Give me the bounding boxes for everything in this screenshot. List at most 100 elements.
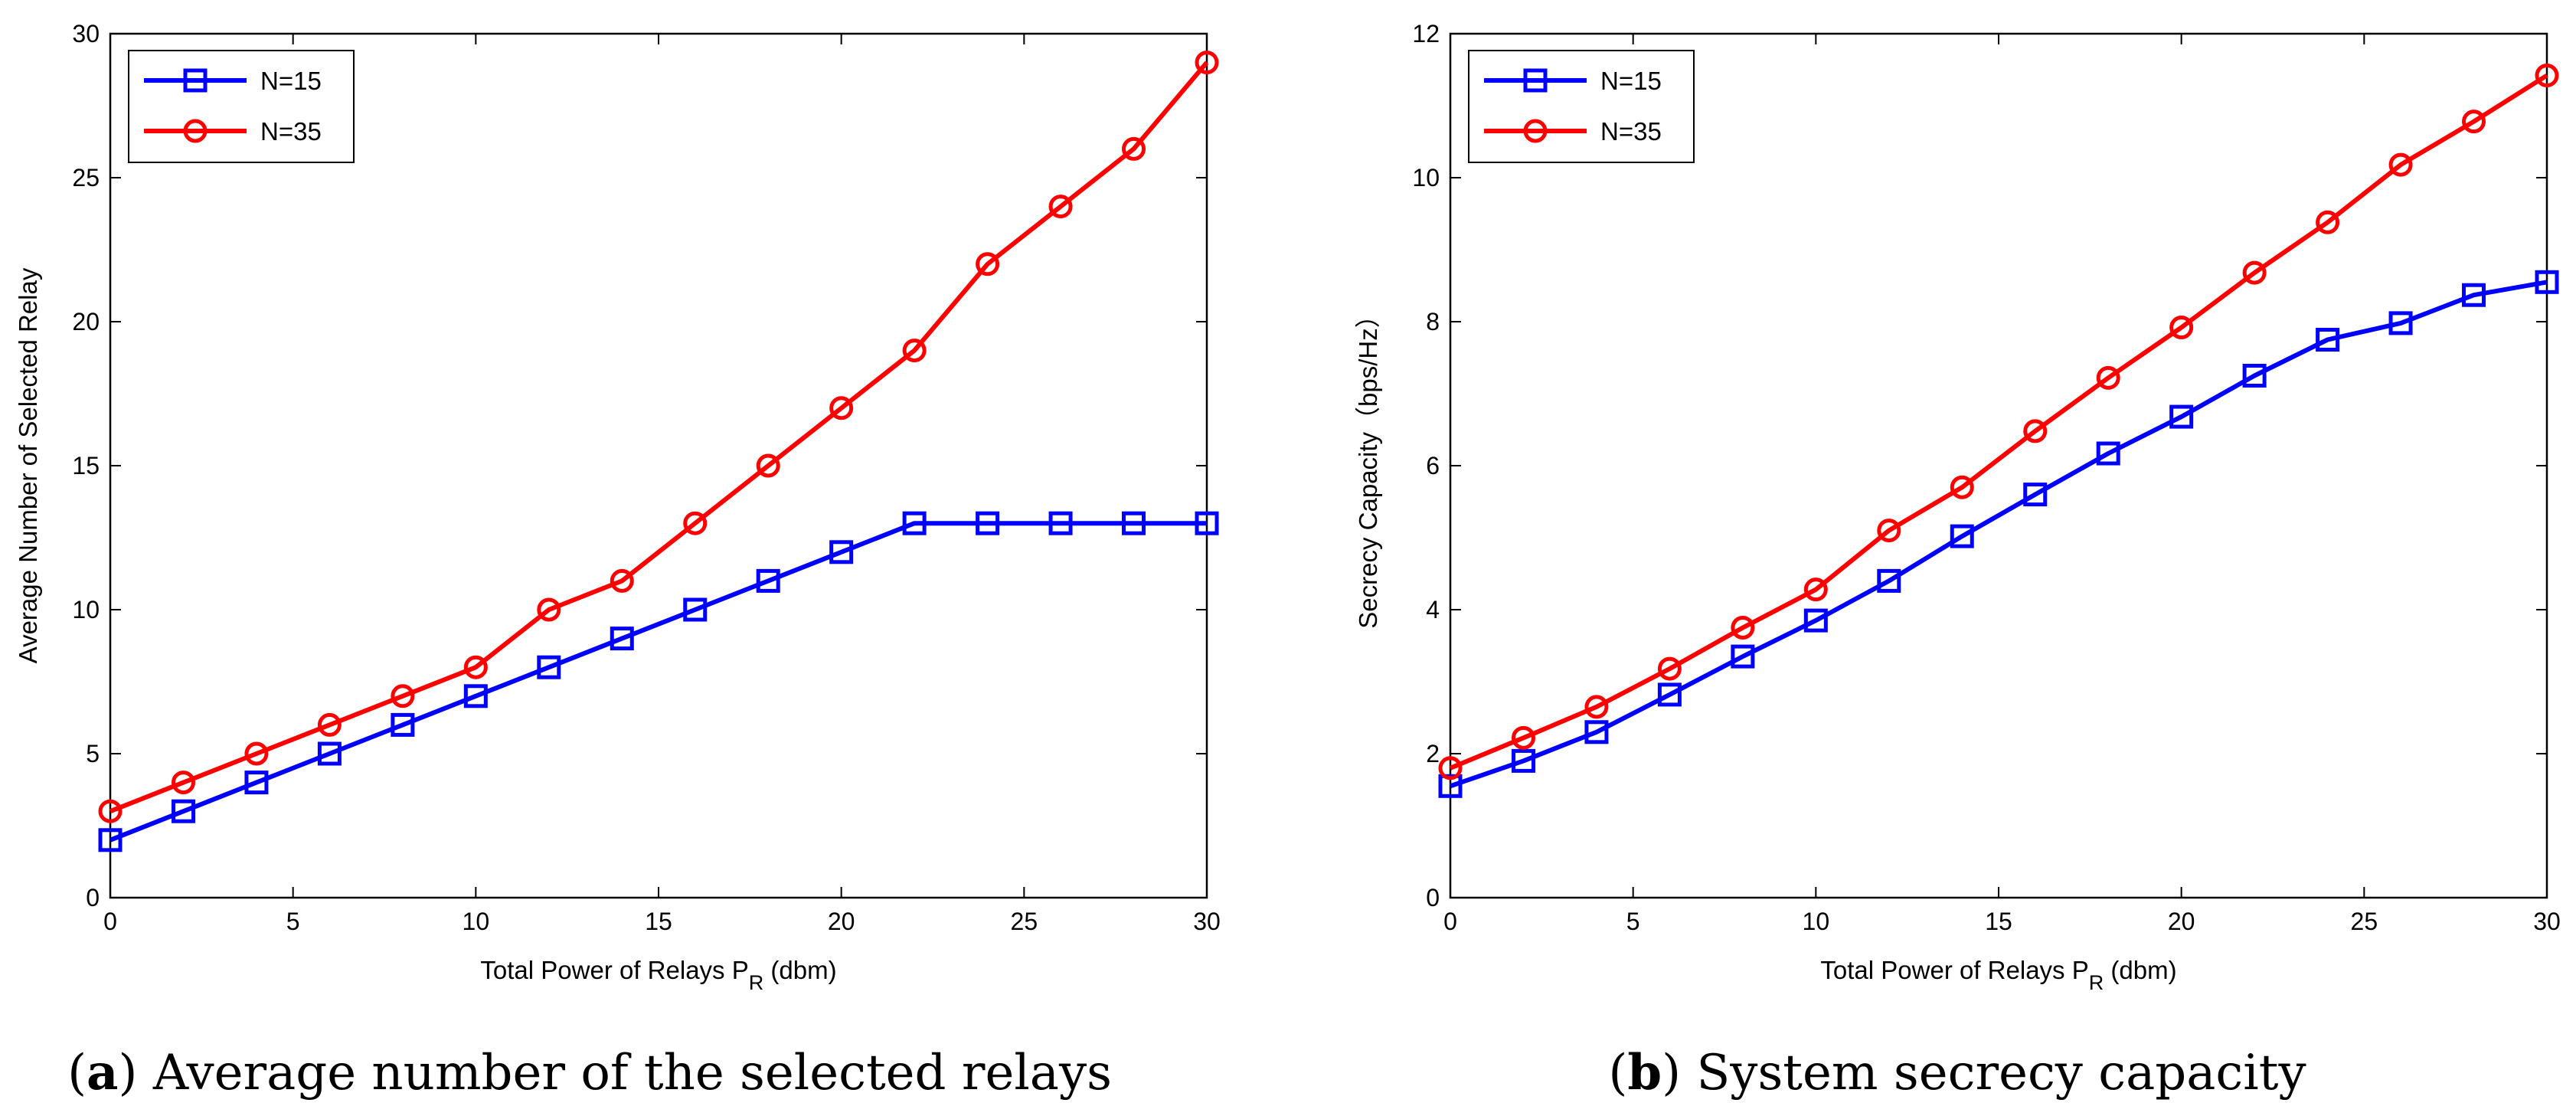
panel-a-xtick-label-30: 30 [1193, 908, 1221, 935]
panel-b-point-n35-28 [2462, 110, 2486, 134]
panel-a-point-n15-24 [976, 511, 1000, 535]
panel-b-point-n15-26 [2388, 311, 2413, 335]
caption-a-paren-open: ( [67, 1045, 87, 1101]
panel-a-xtick-label-5: 5 [286, 908, 300, 935]
panel-a-point-n35-26 [1048, 195, 1073, 219]
caption-a-text: Average number of the selected relays [152, 1045, 1112, 1101]
panel-b-point-n35-10 [1803, 578, 1828, 602]
legend-b-marker-n35 [1523, 119, 1548, 143]
panel-a-ytick-label-0: 0 [86, 884, 100, 911]
panel-b-ytick-label-4: 4 [1426, 596, 1440, 623]
legend-a-marker-n35 [183, 119, 208, 143]
panel-b-point-n35-20 [2169, 316, 2194, 340]
panel-b-line-n35 [1449, 73, 2548, 771]
panel-a-ytick-label-20: 20 [72, 308, 100, 335]
panel-a-ticks: 0 5 10 15 20 25 30 0 5 10 15 20 25 30 [72, 20, 1220, 935]
panel-a-point-n35-4 [244, 741, 269, 766]
panel-b-point-n15-20 [2169, 404, 2194, 429]
panel-b-xtick-label-25: 25 [2351, 908, 2378, 935]
panel-a-point-n35-28 [1122, 136, 1146, 161]
legend-b-label-n15: N=15 [1600, 67, 1662, 95]
panel-b-point-n35-6 [1657, 656, 1682, 681]
panel-b-point-n15-18 [2096, 441, 2120, 466]
panel-b-x-axis-label-main: Total Power of Relays P [1820, 956, 2088, 984]
panel-b-ytick-label-8: 8 [1426, 308, 1440, 335]
panel-b-point-n35-8 [1731, 616, 1755, 640]
panel-a-xtick-label-10: 10 [463, 908, 490, 935]
caption-b-paren-open: ( [1608, 1045, 1627, 1101]
legend-a-marker-n15 [183, 68, 208, 93]
panel-b-point-n35-14 [1950, 475, 1974, 499]
panel-b-y-axis-label: Secrecy Capacity（bps/Hz） [1354, 303, 1382, 628]
panel-a-point-n35-24 [976, 252, 1000, 276]
panel-b-point-n35-18 [2096, 365, 2120, 390]
legend-b-marker-n15 [1523, 68, 1548, 93]
panel-b-point-n15-12 [1877, 568, 1901, 593]
panel-a-point-n15-22 [902, 511, 927, 535]
panel-a-point-n35-8 [391, 684, 415, 708]
panel-a-point-n15-4 [244, 771, 269, 795]
panel-b-xtick-label-5: 5 [1626, 908, 1640, 935]
panel-b-point-n15-10 [1803, 608, 1828, 633]
panel-a-series [98, 51, 1219, 852]
panel-a-ytick-label-15: 15 [72, 452, 100, 479]
panel-b-line-n15 [1450, 280, 2548, 789]
panel-a-point-n35-20 [829, 396, 854, 420]
panel-a-point-n35-10 [463, 655, 488, 679]
panel-a-x-axis-label: Total Power of Relays PR (dbm) [480, 956, 836, 994]
caption-b: (b) System secrecy capacity [1608, 1044, 2306, 1101]
panel-b-ytick-label-0: 0 [1426, 884, 1440, 911]
panel-b-ytick-label-6: 6 [1426, 452, 1440, 479]
panel-b-legend-box [1468, 50, 1695, 163]
panel-b-point-n15-30 [2535, 270, 2559, 294]
panel-b-ticks: 0 5 10 15 20 25 30 0 2 4 6 8 10 12 [1412, 20, 2560, 935]
panel-a-x-axis-label-sub: R [749, 971, 764, 994]
panel-b-xtick-label-20: 20 [2168, 908, 2195, 935]
caption-a: (a) Average number of the selected relay… [67, 1044, 1112, 1101]
panel-a-y-axis-label: Average Number of Selected Relay [14, 267, 42, 663]
panel-b-point-n35-26 [2388, 152, 2413, 177]
panel-b-point-n35-30 [2535, 64, 2559, 88]
panel-b-point-n35-2 [1511, 725, 1535, 750]
legend-b-label-n35: N=35 [1600, 117, 1662, 146]
caption-a-letter: a [87, 1044, 118, 1101]
panel-a-plot-area [109, 32, 1208, 899]
panel-a-ytick-label-10: 10 [72, 596, 100, 623]
panel-b-point-n35-16 [2023, 419, 2048, 443]
panel-b-series [1438, 64, 2559, 798]
panel-a-xtick-label-20: 20 [828, 908, 855, 935]
caption-a-paren-close: ) [119, 1045, 153, 1101]
legend-a-label-n15: N=15 [260, 67, 322, 95]
panel-a-line-n15 [109, 521, 1207, 843]
panel-b-point-n35-0 [1438, 756, 1463, 780]
panel-b-point-n35-12 [1877, 519, 1901, 543]
panel-a-point-n15-26 [1048, 511, 1073, 535]
panel-b-x-axis-label-unit: (dbm) [2104, 956, 2176, 984]
panel-b-point-n35-24 [2316, 210, 2340, 234]
panel-b-plot-area [1449, 32, 2548, 899]
panel-a-xtick-label-25: 25 [1011, 908, 1038, 935]
panel-a-legend-box [128, 50, 355, 163]
panel-a: 0 5 10 15 20 25 30 0 5 10 15 20 25 30 N=15 N=35 Avera… [14, 20, 1221, 1101]
panel-b-xtick-label-10: 10 [1803, 908, 1830, 935]
panel-a-ytick-label-25: 25 [72, 164, 100, 191]
panel-b-point-n35-4 [1584, 695, 1609, 719]
caption-b-paren-close: ) [1662, 1045, 1696, 1101]
legend-a-label-n35: N=35 [260, 117, 322, 146]
panel-a-point-n15-10 [463, 684, 488, 708]
panel-b-point-n15-2 [1511, 748, 1535, 773]
panel-a-ytick-label-30: 30 [72, 20, 100, 47]
panel-a-point-n15-8 [391, 712, 415, 737]
panel-b-ytick-label-2: 2 [1426, 740, 1440, 767]
panel-a-point-n35-16 [683, 511, 708, 535]
panel-b-xtick-label-30: 30 [2533, 908, 2561, 935]
panel-b: 0 5 10 15 20 25 30 0 2 4 6 8 10 12 N=15 N=35 Secrecy … [1354, 20, 2561, 1101]
panel-a-point-n15-14 [610, 627, 634, 651]
panel-b-point-n15-14 [1950, 524, 1974, 548]
panel-a-x-axis-label-unit: (dbm) [763, 956, 836, 984]
panel-b-ytick-label-10: 10 [1412, 164, 1440, 191]
panel-a-xtick-label-0: 0 [103, 908, 117, 935]
panel-b-point-n15-16 [2023, 483, 2048, 507]
panel-b-point-n15-24 [2316, 328, 2340, 352]
panel-b-point-n15-6 [1657, 682, 1682, 707]
